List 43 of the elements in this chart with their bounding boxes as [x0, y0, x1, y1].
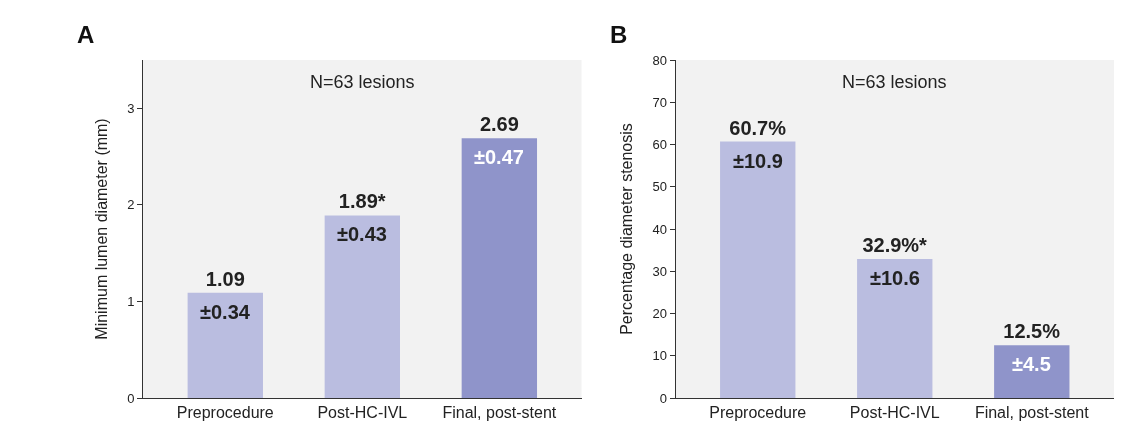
data-label: 1.89* — [338, 190, 386, 213]
data-label: 32.9%* — [862, 234, 928, 256]
bar — [461, 138, 538, 398]
x-tick-label: Post-HC-IVL — [317, 404, 408, 422]
y-tick-label: 70 — [652, 94, 667, 110]
annotation: N=63 lesions — [842, 72, 947, 92]
annotation: ±0.43 — [337, 223, 387, 245]
bar — [187, 292, 263, 398]
annotation: ±0.47 — [474, 146, 524, 168]
y-tick-label: 50 — [652, 179, 667, 195]
y-tick-label: 40 — [652, 221, 667, 237]
y-tick-label: 0 — [659, 390, 667, 406]
chart-title: B — [610, 21, 628, 48]
y-tick-label: 1 — [127, 293, 135, 309]
chart-title: A — [77, 21, 95, 48]
y-tick-label: 80 — [652, 52, 667, 68]
y-tick-label: 3 — [127, 100, 135, 116]
bar — [324, 215, 400, 398]
data-label: 1.09 — [205, 267, 245, 290]
annotation: ±10.9 — [733, 150, 783, 172]
x-tick-label: Preprocedure — [709, 404, 807, 422]
y-tick-label: 60 — [652, 137, 667, 153]
y-axis-title: Minimum lumen diameter (mm) — [93, 118, 111, 340]
x-tick-label: Final, post-stent — [442, 404, 557, 422]
x-tick-label: Post-HC-IVL — [849, 404, 940, 422]
y-tick-label: 2 — [127, 197, 135, 213]
data-label: 2.69 — [479, 113, 519, 136]
annotation: ±10.6 — [870, 267, 920, 289]
x-tick-label: Final, post-stent — [974, 404, 1090, 422]
bar — [720, 141, 796, 398]
y-tick-label: 30 — [652, 263, 667, 279]
bar — [857, 259, 933, 398]
y-tick-label: 20 — [652, 306, 667, 322]
data-label: 12.5% — [1003, 320, 1061, 343]
y-tick-label: 0 — [127, 390, 135, 406]
annotation: ±4.5 — [1012, 353, 1051, 375]
annotation: N=63 lesions — [310, 72, 415, 92]
x-tick-label: Preprocedure — [176, 404, 274, 422]
annotation: ±0.34 — [200, 301, 251, 323]
y-tick-label: 10 — [652, 348, 667, 364]
bar — [994, 345, 1070, 398]
y-axis-title: Percentage diameter stenosis — [618, 123, 636, 335]
data-label: 60.7% — [729, 116, 787, 139]
